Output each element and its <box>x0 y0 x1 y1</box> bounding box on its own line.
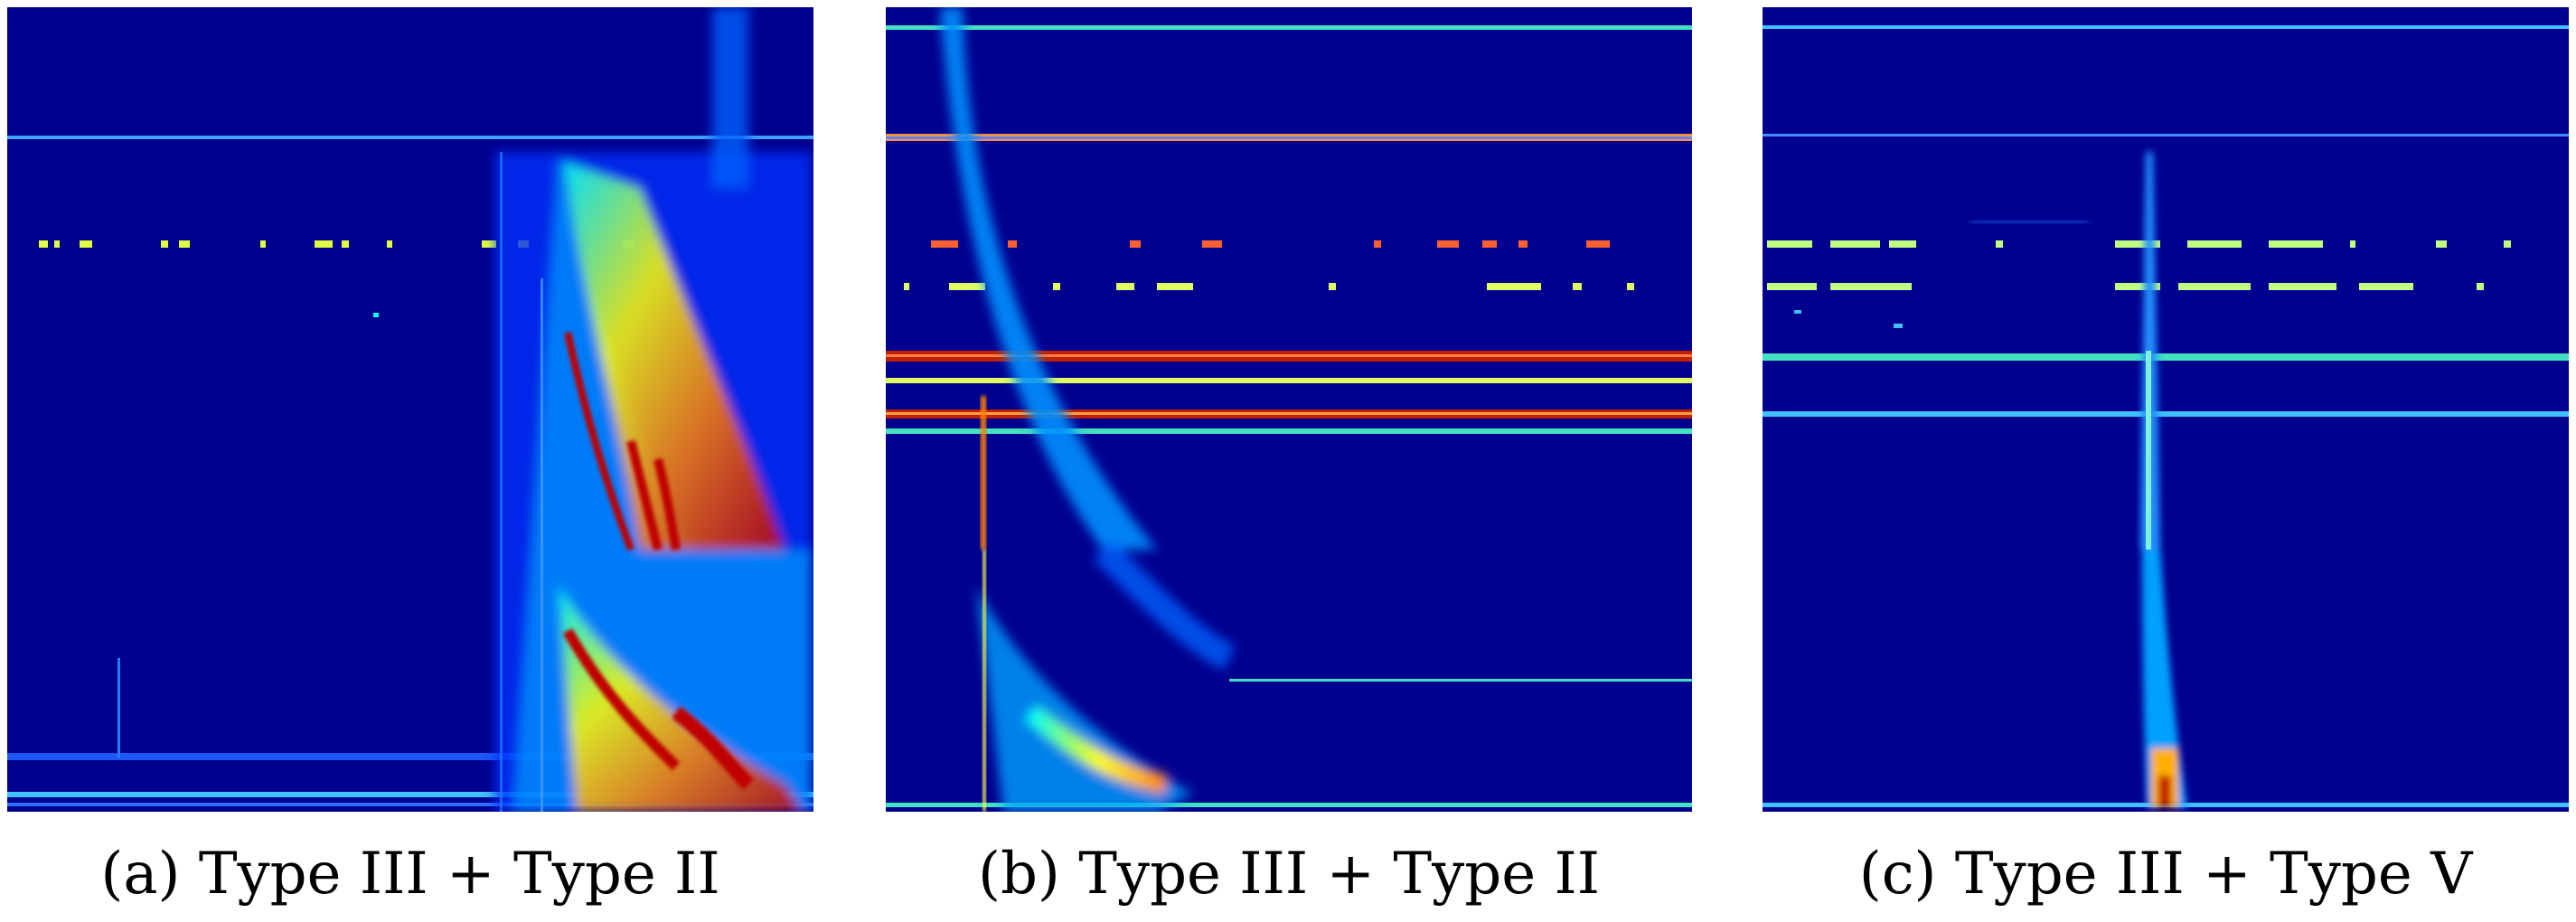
caption-c: (c) Type III + Type V <box>1858 841 2473 908</box>
spectrogram-panel-b <box>886 7 1692 812</box>
spectrogram-panel-c <box>1763 7 2569 812</box>
spectrogram-panel-a <box>7 7 813 812</box>
spectrogram-image-b <box>886 7 1692 812</box>
spectrogram-image-a <box>7 7 813 812</box>
caption-a: (a) Type III + Type II <box>100 841 720 908</box>
caption-b: (b) Type III + Type II <box>977 841 1601 908</box>
spectrogram-image-c <box>1763 7 2569 812</box>
